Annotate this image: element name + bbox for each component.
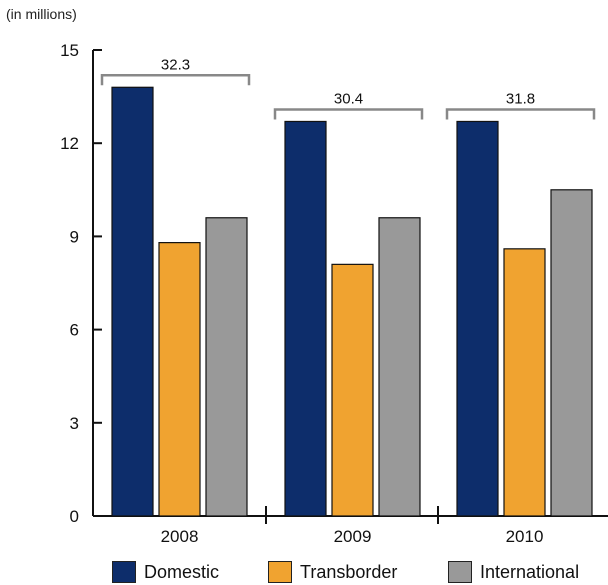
bar-chart: 0 3 6 9 12 15 2008 32.3 2009 30.4 2010 31.8	[60, 41, 608, 546]
y-tick-label-5: 15	[60, 41, 79, 60]
total-label-2008: 32.3	[161, 56, 190, 73]
y-tick-label-1: 3	[70, 414, 79, 433]
total-label-2010: 31.8	[506, 90, 535, 107]
bar-domestic-2008	[111, 86, 154, 517]
legend-item-international: International	[448, 560, 579, 584]
legend-swatch-domestic	[112, 561, 136, 583]
legend-label-transborder: Transborder	[300, 561, 398, 582]
legend-item-domestic: Domestic	[112, 560, 219, 584]
bar-domestic-2009	[284, 120, 327, 517]
bar-international-2009	[378, 217, 421, 517]
legend-item-transborder: Transborder	[268, 560, 397, 584]
y-tick-label-4: 12	[60, 134, 79, 153]
bar-international-2010	[550, 189, 593, 517]
legend-swatch-transborder	[268, 561, 292, 583]
legend: Domestic Transborder International	[0, 560, 608, 584]
bar-international-2008	[205, 217, 248, 517]
bar-domestic-2010	[456, 120, 499, 517]
legend-label-domestic: Domestic	[144, 561, 220, 582]
x-tick-label-2010: 2010	[506, 527, 544, 546]
bar-transborder-2010	[503, 248, 546, 517]
total-bracket-2009	[273, 108, 424, 120]
total-bracket-2010	[445, 108, 596, 120]
bar-transborder-2008	[158, 242, 201, 517]
total-bracket-2008	[100, 74, 251, 86]
y-tick-label-2: 6	[70, 321, 79, 340]
x-tick-label-2009: 2009	[334, 527, 372, 546]
bar-transborder-2009	[331, 263, 374, 517]
legend-swatch-international	[448, 561, 472, 583]
y-tick-label-0: 0	[70, 507, 79, 526]
y-tick-label-3: 9	[70, 227, 79, 246]
total-label-2009: 30.4	[334, 90, 363, 107]
legend-label-international: International	[480, 561, 580, 582]
unit-label: (in millions)	[6, 6, 77, 22]
x-tick-label-2008: 2008	[161, 527, 199, 546]
